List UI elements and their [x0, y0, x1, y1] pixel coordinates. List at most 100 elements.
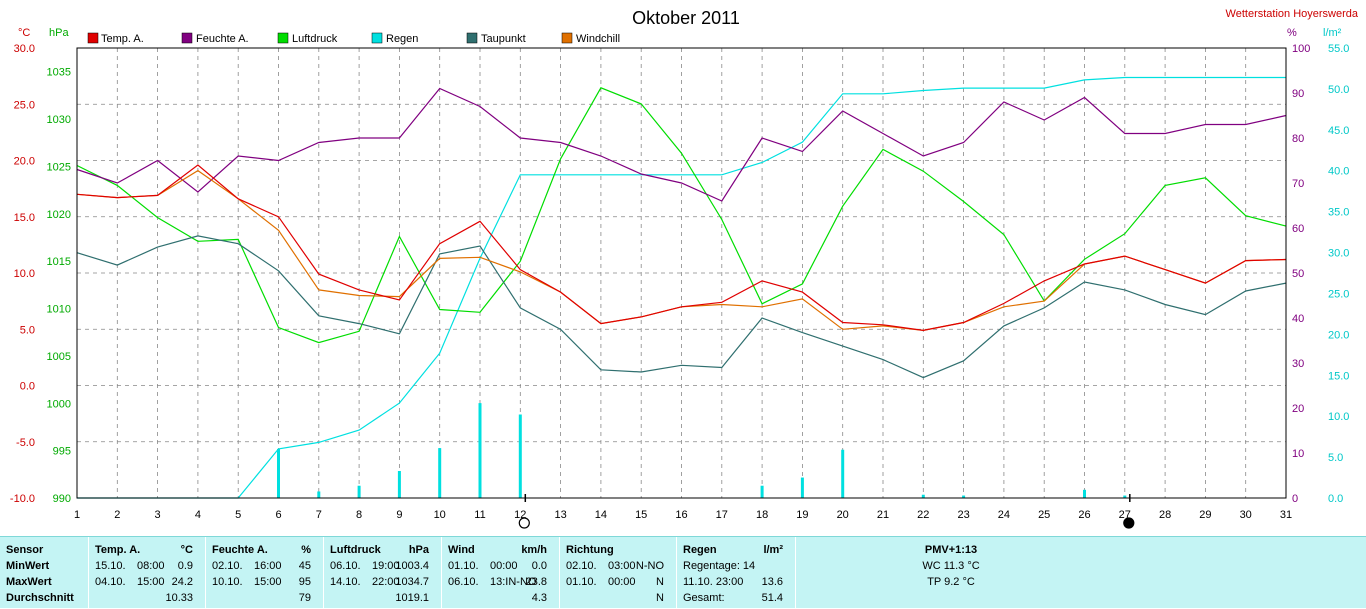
temp-min-date: 15.10.: [95, 560, 126, 572]
day-tick: 31: [1280, 509, 1292, 521]
wind-min-date: 01.10.: [448, 560, 479, 572]
press-avg-value: 1019.1: [395, 592, 429, 604]
temp-tick: 20.0: [14, 156, 35, 168]
hum-tick: 60: [1292, 223, 1304, 235]
temp-min-time: 08:00: [137, 560, 165, 572]
press-tick: 1015: [47, 256, 71, 268]
press-unit-label: hPa: [49, 27, 69, 39]
press-max-time: 22:00: [372, 576, 400, 588]
legend-swatch-pressure: [277, 32, 289, 44]
legend: Temp. A. Feuchte A. Luftdruck Regen Taup…: [87, 32, 620, 45]
dir-avg-value: N: [656, 592, 664, 604]
wind-max-date: 06.10.: [448, 576, 479, 588]
day-tick: 29: [1199, 509, 1211, 521]
day-tick: 13: [554, 509, 566, 521]
hum-avg-value: 79: [298, 592, 311, 604]
dir-max-time: 00:00: [608, 576, 636, 588]
rain-tick: 35.0: [1328, 207, 1349, 219]
day-tick: 10: [434, 509, 446, 521]
legend-label-temp: Temp. A.: [101, 33, 144, 45]
hum-tick: 20: [1292, 403, 1304, 415]
press-max-value: 1034.7: [395, 576, 429, 588]
hum-tick: 80: [1292, 133, 1304, 145]
temp-tick: 15.0: [14, 212, 35, 224]
press-min-time: 19:00: [372, 560, 400, 572]
press-min-value: 1003.4: [395, 560, 429, 572]
series-lines: [76, 76, 1287, 499]
dir-header: Richtung: [566, 544, 614, 556]
day-tick: 19: [796, 509, 808, 521]
rain-tick: 5.0: [1328, 452, 1343, 464]
hum-min-value: 45: [298, 560, 311, 572]
temp-max-date: 04.10.: [95, 576, 126, 588]
new-moon-icon: [1123, 517, 1135, 529]
hum-unit: %: [301, 544, 311, 556]
temp-tick: -5.0: [16, 437, 35, 449]
hum-max-time: 15:00: [254, 576, 282, 588]
day-tick: 28: [1159, 509, 1171, 521]
stats-col-rain: Regen l/m² Regentage: 14 11.10. 23:00 13.6…: [676, 537, 795, 609]
legend-swatch-windchill: [561, 32, 573, 44]
day-tick: 8: [356, 509, 362, 521]
rain-tick: 15.0: [1328, 370, 1349, 382]
pmv-windchill: WC 11.3 °C: [922, 560, 980, 572]
temp-min-value: 0.9: [177, 560, 193, 572]
series-line-taupunkt: [76, 235, 1287, 379]
temp-tick: 25.0: [14, 99, 35, 111]
rain-tick: 20.0: [1328, 329, 1349, 341]
rain-unit: l/m²: [763, 544, 783, 556]
hum-min-time: 16:00: [254, 560, 282, 572]
stats-col-direction: Richtung 02.10. 03:00 N-NO 01.10. 00:00 N N: [559, 537, 676, 609]
legend-label-humidity: Feuchte A.: [196, 33, 249, 45]
rain-tick: 30.0: [1328, 248, 1349, 260]
rain-tick: 50.0: [1328, 84, 1349, 96]
series-line-regen: [77, 76, 1286, 499]
dir-max-value: N: [656, 576, 664, 588]
rain-max-date: 11.10. 23:00: [683, 576, 744, 588]
hum-tick: 40: [1292, 313, 1304, 325]
temp-avg-value: 10.33: [165, 592, 193, 604]
legend-swatch-rain: [371, 32, 383, 44]
full-moon-icon: [518, 517, 530, 529]
legend-label-pressure: Luftdruck: [292, 33, 338, 45]
temp-max-value: 24.2: [171, 576, 193, 588]
press-tick: 1030: [47, 114, 71, 126]
rain-total-value: 51.4: [761, 592, 783, 604]
temp-tick: -10.0: [10, 493, 35, 505]
axis-labels: 30.025.020.015.010.05.00.0-5.0-10.010351…: [10, 43, 1350, 521]
dir-min-time: 03:00: [608, 560, 636, 572]
series-line-temp-a: [76, 164, 1287, 332]
day-tick: 17: [716, 509, 728, 521]
legend-swatch-temp: [87, 32, 99, 44]
stats-col-sensor: Sensor MinWert MaxWert Durchschnitt: [0, 537, 88, 609]
legend-label-rain: Regen: [386, 33, 418, 45]
rain-tick: 45.0: [1328, 125, 1349, 137]
sensor-avg-label: Durchschnitt: [6, 592, 74, 604]
rain-tick: 55.0: [1328, 43, 1349, 55]
day-tick: 26: [1078, 509, 1090, 521]
hum-tick: 0: [1292, 493, 1298, 505]
legend-swatch-dewpoint: [466, 32, 478, 44]
press-tick: 990: [53, 493, 71, 505]
legend-label-dewpoint: Taupunkt: [481, 33, 526, 45]
day-tick: 21: [877, 509, 889, 521]
legend-label-windchill: Windchill: [576, 33, 620, 45]
temp-tick: 30.0: [14, 43, 35, 55]
hum-min-date: 02.10.: [212, 560, 243, 572]
stats-col-pmv: PMV+1:13 WC 11.3 °C TP 9.2 °C: [795, 537, 1366, 609]
day-tick: 20: [837, 509, 849, 521]
press-min-date: 06.10.: [330, 560, 361, 572]
dir-min-date: 02.10.: [566, 560, 597, 572]
weather-chart: Oktober 2011 Wetterstation Hoyerswerda °…: [9, 8, 1359, 529]
daily-rain-bars: [277, 403, 1127, 498]
temp-unit-label: °C: [18, 27, 30, 39]
day-tick: 6: [275, 509, 281, 521]
temp-tick: 0.0: [20, 381, 35, 393]
series-line-luftdruck: [76, 87, 1287, 344]
sensor-min-label: MinWert: [6, 560, 50, 572]
pmv-dewpoint: TP 9.2 °C: [927, 576, 975, 588]
sensor-header: Sensor: [6, 544, 44, 556]
press-tick: 1035: [47, 67, 71, 79]
press-tick: 1000: [47, 398, 71, 410]
rain-days: Regentage: 14: [683, 560, 756, 572]
